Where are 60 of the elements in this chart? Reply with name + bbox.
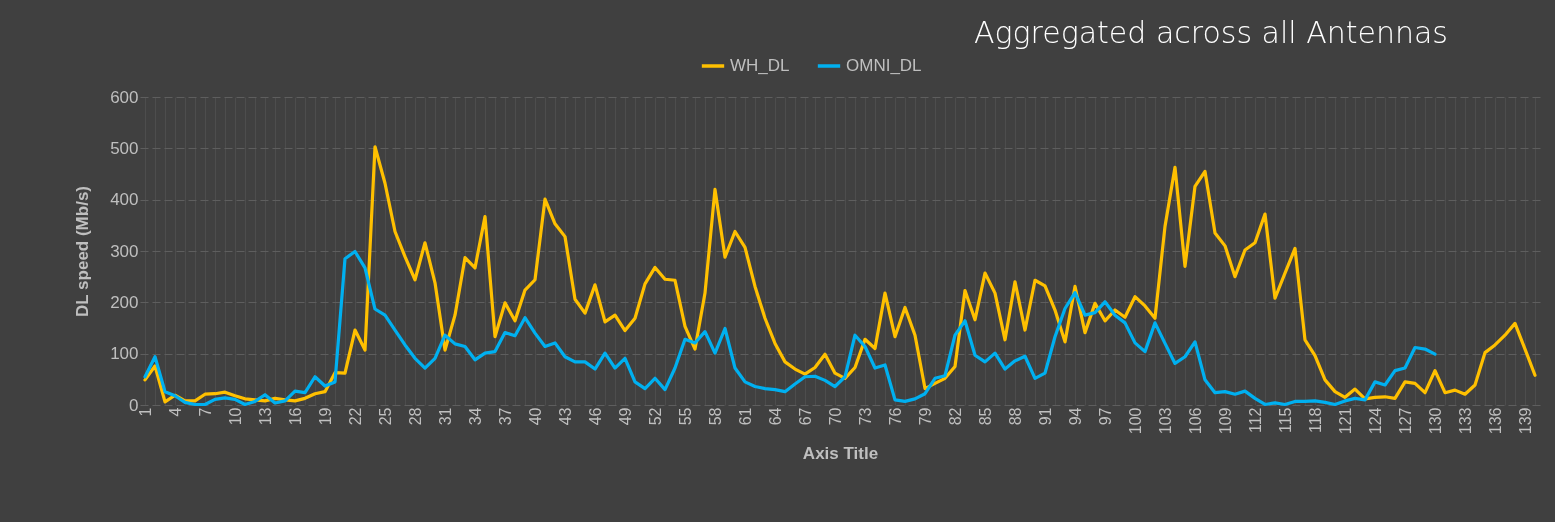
x-tick-label: 13 — [256, 407, 274, 426]
legend-label: WH_DL — [730, 56, 790, 75]
x-tick-label: 139 — [1516, 407, 1534, 435]
x-tick-label: 97 — [1096, 407, 1114, 426]
x-tick-label: 16 — [286, 407, 304, 426]
x-tick-label: 124 — [1366, 407, 1384, 435]
x-tick-label: 64 — [766, 407, 784, 426]
x-tick-label: 10 — [226, 407, 244, 426]
x-tick-label: 52 — [646, 407, 664, 426]
x-tick-label: 115 — [1276, 407, 1294, 434]
y-tick-label: 200 — [110, 292, 139, 312]
x-tick-label: 94 — [1066, 407, 1084, 426]
x-tick-label: 55 — [676, 407, 694, 426]
x-tick-label: 121 — [1336, 407, 1354, 435]
x-tick-label: 79 — [916, 407, 934, 426]
y-tick-label: 400 — [110, 190, 139, 210]
x-tick-label: 91 — [1036, 407, 1054, 426]
x-tick-label: 106 — [1186, 407, 1204, 435]
x-tick-label: 118 — [1306, 407, 1324, 434]
y-tick-label: 100 — [110, 344, 139, 364]
x-tick-label: 46 — [586, 407, 604, 426]
x-tick-label: 103 — [1156, 407, 1174, 435]
x-tick-label: 40 — [526, 407, 544, 426]
x-tick-label: 58 — [706, 407, 724, 426]
x-tick-label: 82 — [946, 407, 964, 426]
x-tick-label: 28 — [406, 407, 424, 426]
y-axis-title: DL speed (Mb/s) — [73, 186, 93, 317]
y-tick-label: 0 — [129, 395, 139, 415]
x-tick-label: 88 — [1006, 407, 1024, 426]
line-series — [143, 249, 1437, 407]
x-tick-label: 130 — [1426, 407, 1444, 435]
x-tick-label: 73 — [856, 407, 874, 426]
x-tick-label: 19 — [316, 407, 334, 426]
y-tick-label: 600 — [110, 87, 139, 107]
x-tick-label: 127 — [1396, 407, 1414, 435]
x-tick-label: 112 — [1246, 407, 1264, 434]
x-tick-label: 136 — [1486, 407, 1504, 435]
x-tick-label: 85 — [976, 407, 994, 426]
legend-label: OMNI_DL — [846, 56, 922, 75]
x-tick-label: 37 — [496, 407, 514, 426]
x-tick-label: 31 — [436, 407, 454, 426]
x-tick-label: 100 — [1126, 407, 1144, 435]
y-tick-label: 300 — [110, 241, 139, 261]
line-series — [143, 145, 1537, 404]
x-tick-label: 34 — [466, 407, 484, 426]
x-tick-label: 25 — [376, 407, 394, 426]
x-tick-label: 109 — [1216, 407, 1234, 435]
x-tick-label: 22 — [346, 407, 364, 426]
x-tick-label: 49 — [616, 407, 634, 426]
x-tick-label: 70 — [826, 407, 844, 426]
x-tick-label: 76 — [886, 407, 904, 426]
x-axis-title: Axis Title — [802, 444, 879, 464]
x-tick-label: 133 — [1456, 407, 1474, 435]
x-tick-label: 4 — [166, 407, 184, 417]
y-tick-label: 500 — [110, 138, 139, 158]
x-tick-label: 43 — [556, 407, 574, 426]
x-tick-label: 67 — [796, 407, 814, 426]
x-tick-label: 61 — [736, 407, 754, 426]
x-tick-label: 7 — [196, 407, 214, 417]
chart-title: Aggregated across all Antennas — [974, 15, 1448, 50]
